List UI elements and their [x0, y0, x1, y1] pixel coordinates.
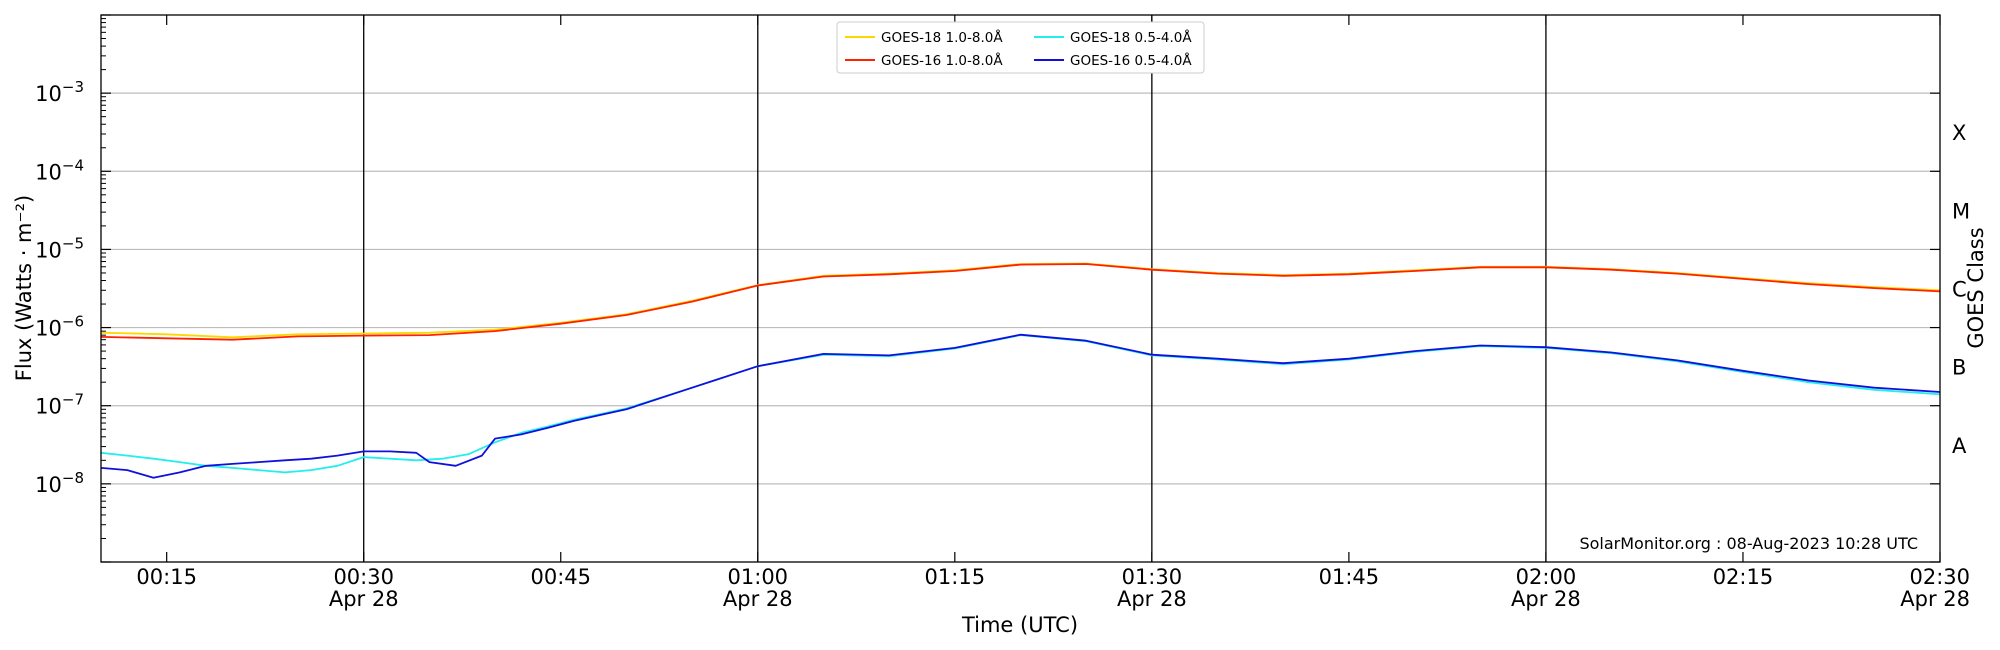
x-tick-label-time: 02:15: [1713, 565, 1774, 589]
goes-class-labels: X M C B A: [1952, 121, 1970, 458]
legend-entries: GOES-18 1.0-8.0Å GOES-16 1.0-8.0Å GOES-18 …: [845, 29, 1192, 69]
credit-text: SolarMonitor.org : 08-Aug-2023 10:28 UTC: [1579, 534, 1918, 553]
y-tick-label: 10−7: [35, 391, 84, 419]
goes-class-label: X: [1952, 121, 1966, 145]
legend-label: GOES-16 1.0-8.0Å: [881, 52, 1003, 69]
x-tick-label-time: 00:15: [136, 565, 197, 589]
series-line: [100, 262, 1941, 339]
goes-class-label: C: [1952, 278, 1967, 302]
x-tick-label-date: Apr 28: [1117, 587, 1187, 611]
x-tick-label-time: 02:00: [1516, 565, 1577, 589]
x-tick-label-time: 01:30: [1122, 565, 1183, 589]
x-tick-label-date: Apr 28: [723, 587, 793, 611]
y-tick-labels: 10−3 10−4 10−5 10−6 10−7 10−8: [35, 78, 84, 497]
legend-label: GOES-16 0.5-4.0Å: [1070, 52, 1192, 69]
legend-box: [836, 21, 1205, 74]
x-tick-label-date: Apr 28: [1511, 587, 1581, 611]
x-axis-title: Time (UTC): [961, 613, 1078, 637]
series-layer: [100, 262, 1941, 479]
x-tick-label-time: 02:30: [1909, 565, 1970, 589]
y-tick-label: 10−4: [35, 156, 84, 184]
y-tick-label: 10−5: [35, 234, 84, 262]
x-tick-label-date: Apr 28: [329, 587, 399, 611]
y2-axis-title: GOES Class: [1964, 227, 1988, 348]
x-tick-label-time: 01:15: [925, 565, 986, 589]
x-tick-label-time: 01:45: [1319, 565, 1380, 589]
time-markers: [363, 15, 1547, 562]
x-tick-label-time: 00:45: [530, 565, 591, 589]
plot-frame: [100, 14, 1941, 563]
goes-class-label: B: [1952, 356, 1966, 380]
x-tick-label-date: Apr 28: [1900, 587, 1970, 611]
y-tick-label: 10−3: [35, 78, 84, 106]
series-line: [100, 333, 1941, 479]
tick-layer: [101, 14, 1941, 563]
y-axis-title: Flux (Watts · m⁻²): [12, 195, 36, 381]
goes-class-label: M: [1952, 199, 1970, 223]
legend-label: GOES-18 0.5-4.0Å: [1070, 29, 1192, 46]
grid-layer: [101, 92, 1940, 485]
y-tick-label: 10−6: [35, 313, 84, 341]
x-tick-label-time: 00:30: [333, 565, 394, 589]
y-tick-label: 10−8: [35, 469, 84, 497]
legend-label: GOES-18 1.0-8.0Å: [881, 29, 1003, 46]
x-tick-label-time: 01:00: [728, 565, 789, 589]
goes-class-label: A: [1952, 434, 1967, 458]
legend: GOES-18 1.0-8.0Å GOES-16 1.0-8.0Å GOES-18 …: [836, 21, 1205, 74]
series-line: [100, 263, 1941, 341]
